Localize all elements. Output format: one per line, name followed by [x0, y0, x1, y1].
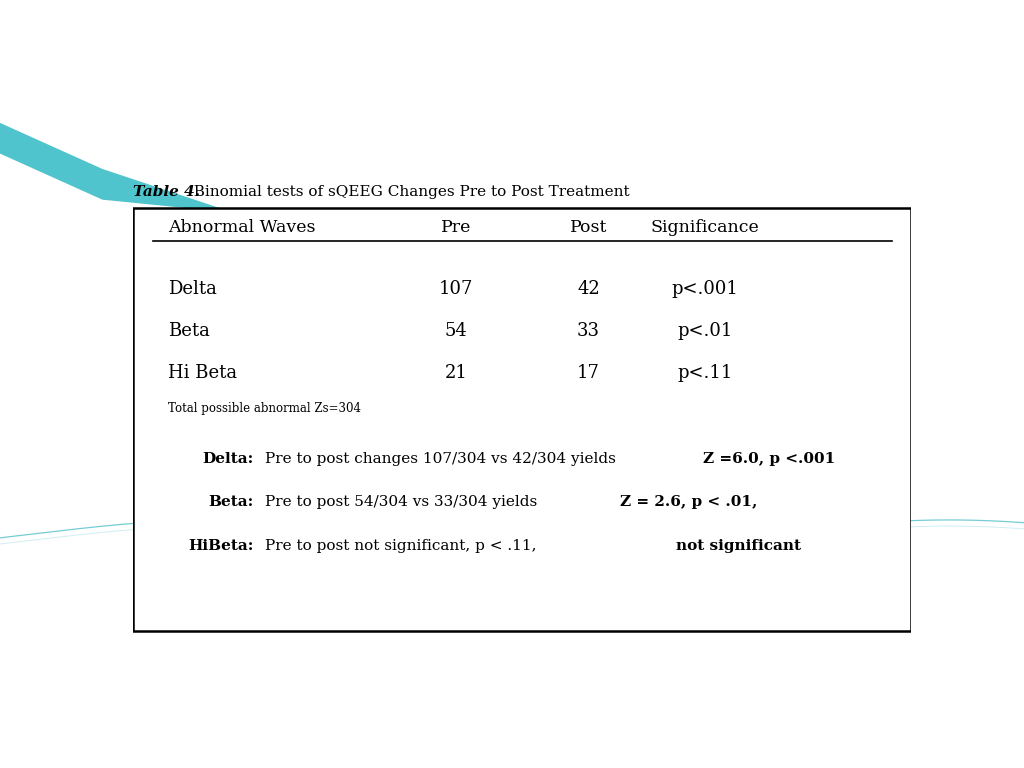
Text: Delta: Delta [168, 280, 217, 298]
Text: Hi Beta: Hi Beta [168, 363, 238, 382]
Text: p<.11: p<.11 [678, 363, 733, 382]
Text: Post: Post [569, 219, 607, 236]
Text: p<.001: p<.001 [672, 280, 738, 298]
Text: Total possible abnormal Zs=304: Total possible abnormal Zs=304 [168, 402, 361, 415]
Text: Pre to post not significant, p < .11,: Pre to post not significant, p < .11, [265, 539, 542, 553]
Text: Z =6.0, p <.001: Z =6.0, p <.001 [702, 452, 835, 466]
Text: 107: 107 [439, 280, 473, 298]
Bar [133, 208, 911, 631]
Polygon shape [0, 0, 1024, 169]
Text: 54: 54 [444, 322, 468, 340]
Text: Beta: Beta [168, 322, 210, 340]
Text: 21: 21 [444, 363, 468, 382]
Text: Z = 2.6, p < .01,: Z = 2.6, p < .01, [620, 495, 757, 509]
Text: HiBeta:: HiBeta: [188, 539, 254, 553]
Text: Table 4.: Table 4. [133, 184, 200, 199]
Text: Delta:: Delta: [203, 452, 254, 466]
Text: Abnormal Waves: Abnormal Waves [168, 219, 315, 236]
Text: not significant: not significant [676, 539, 802, 553]
Text: 17: 17 [577, 363, 600, 382]
Text: Significance: Significance [650, 219, 760, 236]
Text: p<.01: p<.01 [678, 322, 733, 340]
Polygon shape [0, 0, 1024, 215]
Text: Beta:: Beta: [209, 495, 254, 509]
Text: 33: 33 [577, 322, 600, 340]
Text: Pre to post changes 107/304 vs 42/304 yields: Pre to post changes 107/304 vs 42/304 yi… [265, 452, 622, 466]
Text: Pre to post 54/304 vs 33/304 yields: Pre to post 54/304 vs 33/304 yields [265, 495, 543, 509]
Polygon shape [0, 0, 1024, 230]
Text: Binomial tests of sQEEG Changes Pre to Post Treatment: Binomial tests of sQEEG Changes Pre to P… [183, 184, 630, 199]
Text: Pre: Pre [441, 219, 471, 236]
Text: 42: 42 [577, 280, 600, 298]
